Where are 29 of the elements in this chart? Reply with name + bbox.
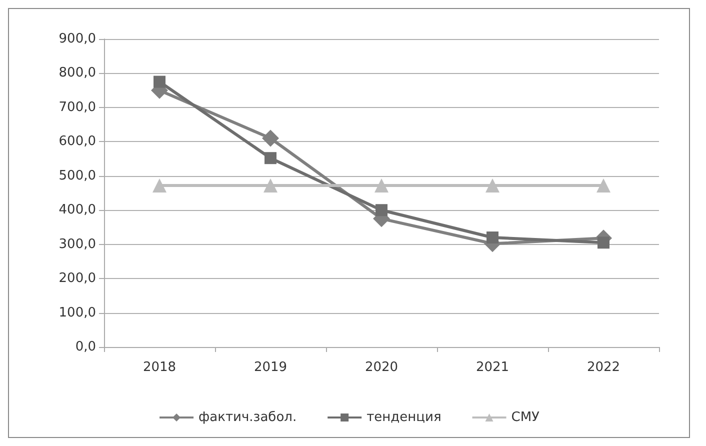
y-tick-label: 700,0 [58,100,96,115]
y-tick-label: 400,0 [58,202,96,218]
point [376,204,388,216]
y-tick-label: 0,0 [75,340,96,354]
point [486,178,500,192]
y-tick-label: 100,0 [58,305,96,320]
legend-label: СМУ [511,410,540,425]
legend-label: тенденция [366,410,442,425]
y-tick-label: 200,0 [58,271,96,286]
y-tick-label: 900,0 [58,32,96,46]
x-tick-label: 2018 [142,360,176,375]
x-tick-label: 2021 [476,360,510,375]
point [486,231,498,244]
y-tick-label: 800,0 [58,66,96,81]
point [152,178,166,192]
point [598,236,610,249]
point [374,178,388,192]
x-tick-label: 2020 [364,360,398,375]
legend-label: фактич.забол. [198,410,297,425]
x-tick-label: 2019 [254,360,288,375]
point [264,178,278,192]
point [154,76,166,88]
point [264,152,276,164]
y-tick-label: 600,0 [58,134,96,150]
point [596,178,610,192]
y-tick-label: 500,0 [58,168,96,184]
point [262,130,279,147]
y-tick-label: 300,0 [58,236,96,252]
x-tick-label: 2022 [586,360,620,375]
